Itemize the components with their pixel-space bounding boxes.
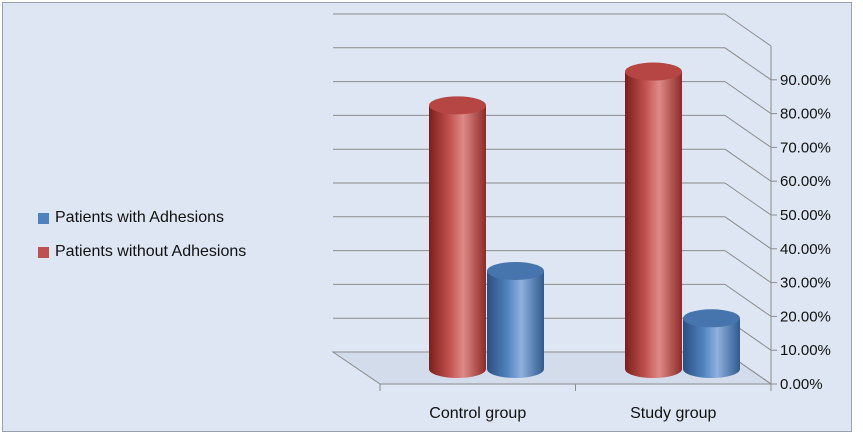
legend-swatch-with-adhesions [38,212,49,224]
y-tick-label: 60.00% [780,173,831,190]
legend-label-with-adhesions: Patients with Adhesions [55,209,224,226]
bar-top [429,96,486,115]
side-gridline [724,13,772,47]
legend: Patients with Adhesions Patients without… [38,201,246,269]
x-tick-label: Control group [429,405,526,422]
y-tick-label: 10.00% [780,342,831,359]
side-gridline [724,81,772,115]
y-tick-label: 30.00% [780,275,831,292]
legend-label-without-adhesions: Patients without Adhesions [55,243,247,260]
side-gridline [724,114,772,148]
y-tick-label: 50.00% [780,207,831,224]
side-gridline [724,250,772,284]
side-gridline [724,148,772,182]
y-tick-label: 80.00% [780,106,831,123]
side-gridline [724,216,772,250]
bar-body [625,71,682,378]
legend-item-with-adhesions: Patients with Adhesions [38,201,246,235]
x-tick-label: Study group [630,405,716,422]
bar-body [429,105,486,379]
bar-top [625,62,682,81]
bar-body [487,270,544,378]
bar [683,309,740,378]
y-tick-label: 70.00% [780,139,831,156]
chart-area: 0.00% 10.00% 20.00% 30.00% 40.00% 50.00% 60.00… [2,2,852,432]
y-tick-label: 40.00% [780,241,831,258]
bar [487,261,544,378]
y-tick-label: 90.00% [780,72,831,89]
bar [429,96,486,379]
side-gridline [724,283,772,317]
bar-body [683,318,740,378]
legend-swatch-without-adhesions [38,246,49,258]
bar-top [487,261,544,280]
side-gridline [724,182,772,216]
chart-plot: 0.00% 10.00% 20.00% 30.00% 40.00% 50.00% 60.00… [331,13,831,422]
bar-top [683,309,740,328]
legend-item-without-adhesions: Patients without Adhesions [38,235,246,269]
bar [625,62,682,378]
y-tick-label: 20.00% [780,308,831,325]
side-gridline [724,47,772,81]
y-tick-label: 0.00% [780,376,823,393]
